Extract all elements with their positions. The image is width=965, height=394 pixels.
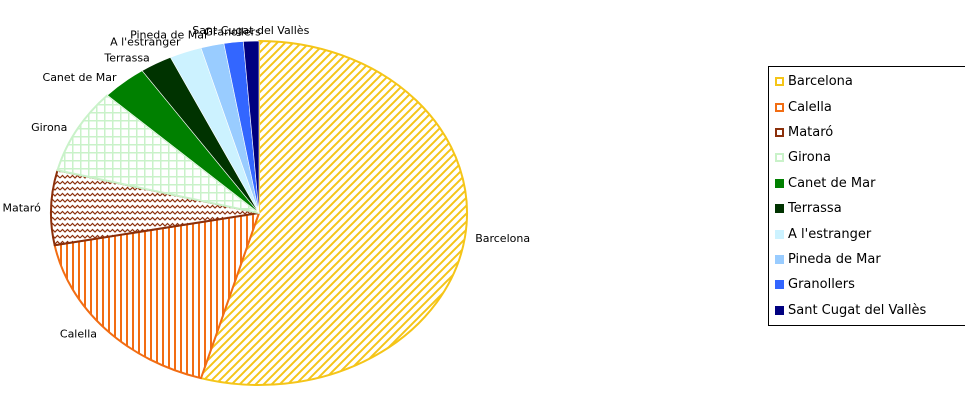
slice-label-canet-de-mar: Canet de Mar xyxy=(43,71,117,84)
pie-slice-calella xyxy=(53,212,260,380)
legend-label: Pineda de Mar xyxy=(788,251,881,267)
legend-item-pineda-de-mar: Pineda de Mar xyxy=(771,247,965,272)
pie-slice-girona xyxy=(56,94,260,214)
pie-slice-sant-cugat-del-valles xyxy=(243,40,260,214)
chart-legend: Barcelona Calella Mataró Girona Canet de Mar… xyxy=(768,66,965,326)
legend-swatch xyxy=(775,102,784,112)
legend-label: A l'estranger xyxy=(788,226,872,242)
legend-item-girona: Girona xyxy=(771,145,965,170)
legend-label: Mataró xyxy=(788,124,834,140)
legend-label: Granollers xyxy=(788,277,855,293)
legend-item-sant-cugat-del-valles: Sant Cugat del Vallès xyxy=(771,298,965,323)
legend-label: Terrassa xyxy=(788,201,842,217)
legend-item-barcelona: Barcelona xyxy=(771,69,965,94)
legend-swatch xyxy=(775,127,784,137)
legend-label: Calella xyxy=(788,99,832,115)
legend-label: Canet de Mar xyxy=(788,175,876,191)
slice-label-barcelona: Barcelona xyxy=(475,232,530,245)
legend-swatch xyxy=(775,229,784,239)
legend-item-granollers: Granollers xyxy=(771,272,965,297)
legend-swatch xyxy=(775,254,784,264)
legend-swatch xyxy=(775,280,784,290)
legend-swatch xyxy=(775,204,784,214)
slice-label-a-l-estranger: A l'estranger xyxy=(110,36,181,49)
pie-slice-barcelona xyxy=(199,40,468,386)
legend-swatch xyxy=(775,77,784,87)
legend-item-terrassa: Terrassa xyxy=(771,196,965,221)
legend-item-canet-de-mar: Canet de Mar xyxy=(771,171,965,196)
slice-label-granollers: Granollers xyxy=(204,26,261,39)
legend-label: Sant Cugat del Vallès xyxy=(788,302,927,318)
slice-label-mataro: Mataró xyxy=(3,201,42,214)
slice-label-pineda-de-mar: Pineda de Mar xyxy=(130,29,209,42)
legend-swatch xyxy=(775,153,784,163)
legend-item-calella: Calella xyxy=(771,94,965,119)
slice-label-sant-cugat-del-valles: Sant Cugat del Vallès xyxy=(192,24,309,37)
legend-swatch xyxy=(775,178,784,188)
legend-item-a-l-estranger: A l'estranger xyxy=(771,221,965,246)
slice-label-terrassa: Terrassa xyxy=(103,52,149,65)
legend-label: Girona xyxy=(788,150,831,166)
slice-label-calella: Calella xyxy=(60,327,97,340)
legend-label: Barcelona xyxy=(788,74,853,90)
slice-label-girona: Girona xyxy=(31,121,67,134)
legend-swatch xyxy=(775,305,784,315)
legend-item-mataro: Mataró xyxy=(771,120,965,145)
